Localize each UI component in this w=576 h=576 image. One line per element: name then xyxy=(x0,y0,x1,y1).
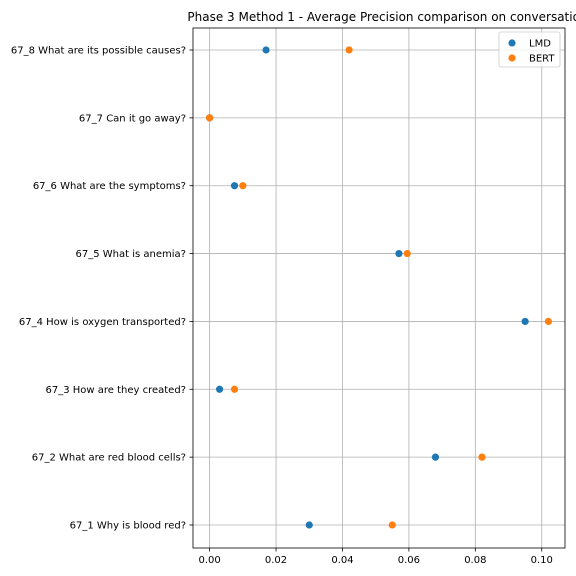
point-bert xyxy=(388,521,396,529)
point-lmd xyxy=(305,521,313,529)
legend-label: LMD xyxy=(529,39,551,50)
y-tick-label: 67_3 How are they created? xyxy=(45,385,186,396)
chart-title: Phase 3 Method 1 - Average Precision com… xyxy=(187,10,576,24)
y-tick-label: 67_8 What are its possible causes? xyxy=(11,46,186,57)
point-bert xyxy=(206,114,214,122)
x-tick-label: 0.02 xyxy=(265,555,287,566)
point-lmd xyxy=(395,249,403,258)
legend-marker xyxy=(508,39,516,47)
x-tick-label: 0.04 xyxy=(331,555,353,566)
point-lmd xyxy=(262,46,270,54)
point-bert xyxy=(345,46,353,54)
y-tick-label: 67_5 What is anemia? xyxy=(76,249,186,260)
axes xyxy=(189,27,566,552)
point-bert xyxy=(478,453,486,461)
y-tick-label: 67_2 What are red blood cells? xyxy=(32,453,186,464)
legend-label: BERT xyxy=(529,54,555,65)
legend-marker xyxy=(508,54,516,62)
y-tick-label: 67_1 Why is blood red? xyxy=(70,521,186,532)
point-lmd xyxy=(215,385,224,393)
y-tick-label: 67_7 Can it go away? xyxy=(79,113,186,124)
plot-frame xyxy=(192,27,566,549)
y-tick-label: 67_4 How is oxygen transported? xyxy=(19,317,186,328)
x-tick-label: 0.08 xyxy=(464,555,486,566)
x-tick-label: 0.06 xyxy=(398,555,420,566)
data-points xyxy=(206,46,552,529)
grid xyxy=(193,28,565,548)
point-lmd xyxy=(521,317,529,326)
point-lmd xyxy=(431,453,440,461)
y-tick-label: 67_6 What are the symptoms? xyxy=(33,181,186,192)
legend: LMD BERT xyxy=(498,31,561,68)
point-bert xyxy=(230,385,239,393)
x-tick-label: 0.10 xyxy=(531,555,553,566)
y-tick-labels: 67_1 Why is blood red? 67_2 What are red … xyxy=(11,46,186,532)
point-bert xyxy=(239,182,247,190)
point-bert xyxy=(544,317,552,326)
point-bert xyxy=(403,249,411,258)
point-lmd xyxy=(230,182,239,190)
x-tick-labels: 0.00 0.02 0.04 0.06 0.08 0.10 xyxy=(198,555,552,566)
x-tick-label: 0.00 xyxy=(198,555,220,566)
